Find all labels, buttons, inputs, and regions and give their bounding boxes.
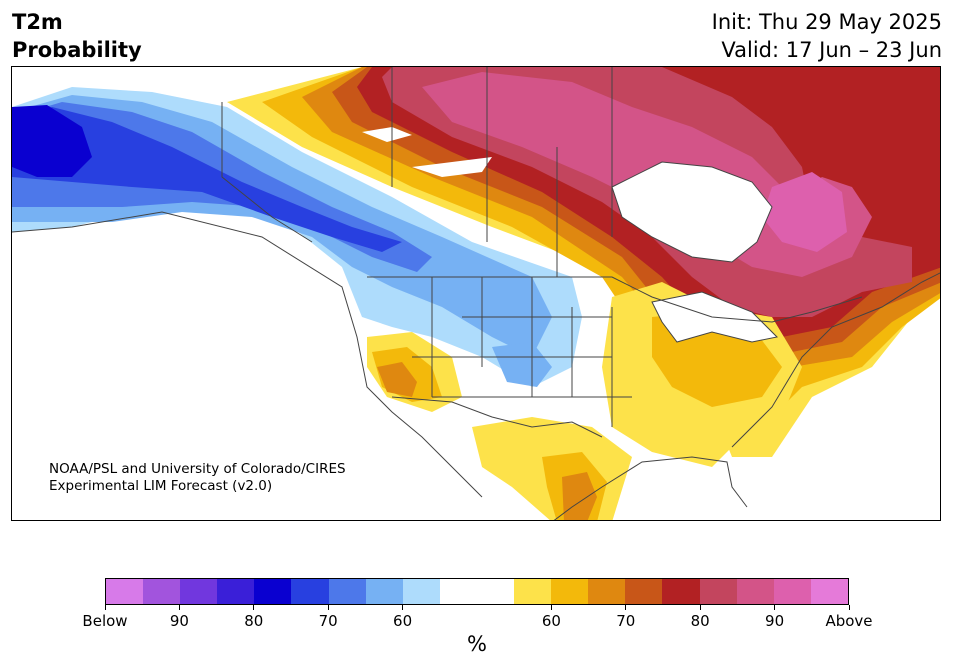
title-variable: T2m: [12, 10, 63, 34]
colorbar-segment: [365, 579, 403, 604]
colorbar-tick-label: 70: [318, 612, 338, 630]
colorbar-tick-label: Above: [825, 612, 873, 630]
coastline-west: [12, 211, 483, 498]
hudson-bay: [611, 161, 773, 263]
colorbar-segment: [254, 579, 292, 604]
colorbar-segment: [328, 579, 366, 604]
colorbar-segment: [291, 579, 329, 604]
alaska-border: [221, 102, 313, 243]
colorbar-segment: [143, 579, 181, 604]
colorbar-segment: [514, 579, 552, 604]
us-canada-border: [367, 276, 863, 323]
great-bear-lake: [362, 127, 412, 142]
colorbar-segment: [551, 579, 589, 604]
colorbar-segment: [662, 579, 700, 604]
colorbar-tick: [625, 605, 627, 610]
colorbar-tick: [402, 605, 404, 610]
mexico-border: [391, 396, 603, 438]
coastline-gulf: [553, 456, 748, 520]
colorbar-segment: [180, 579, 218, 604]
colorbar-tick: [178, 605, 180, 610]
credit-line-1: NOAA/PSL and University of Colorado/CIRE…: [49, 461, 346, 477]
colorbar-tick: [774, 605, 776, 610]
coastline-east: [731, 272, 940, 448]
colorbar-tick-label: 80: [690, 612, 710, 630]
colorbar-tick: [253, 605, 255, 610]
colorbar-segment: [773, 579, 811, 604]
init-date: Init: Thu 29 May 2025: [711, 10, 942, 34]
colorbar-tick-label: 90: [169, 612, 189, 630]
us-states-grid: [412, 277, 632, 427]
colorbar-tick: [327, 605, 329, 610]
colorbar-segment: [699, 579, 737, 604]
colorbar-tick: [550, 605, 552, 610]
forecast-header: Init: Thu 29 May 2025 Valid: 17 Jun – 23…: [712, 8, 942, 64]
great-slave-lake: [412, 157, 492, 177]
colorbar-tick-label: 60: [393, 612, 413, 630]
canada-provinces: [391, 67, 613, 277]
colorbar-segment: [106, 579, 144, 604]
title-type: Probability: [12, 38, 142, 62]
probability-map: [11, 66, 941, 521]
colorbar-tick-label: 80: [244, 612, 264, 630]
map-svg: [12, 67, 940, 520]
colorbar-unit: %: [467, 632, 487, 656]
credit-text: NOAA/PSL and University of Colorado/CIRE…: [49, 461, 346, 495]
colorbar-segment: [439, 579, 477, 604]
colorbar-tick: [104, 605, 106, 610]
cold-region-band4: [12, 107, 402, 252]
cold-region-core: [12, 105, 92, 177]
cold-region-patch-central: [492, 342, 552, 387]
colorbar-segment: [588, 579, 626, 604]
colorbar-segment: [625, 579, 663, 604]
colorbar: [105, 578, 849, 605]
warm-region-canada-peak: [762, 172, 847, 252]
colorbar-segment: [476, 579, 515, 604]
colorbar-tick: [699, 605, 701, 610]
valid-range: Valid: 17 Jun – 23 Jun: [721, 38, 942, 62]
colorbar-tick: [848, 605, 850, 610]
colorbar-tick-label: Below: [82, 612, 128, 630]
warm-region-southwest-core: [377, 362, 417, 397]
colorbar-segment: [736, 579, 774, 604]
colorbar-segment: [810, 579, 848, 604]
colorbar-tick-label: 90: [765, 612, 785, 630]
political-borders: [12, 67, 940, 520]
chart-title: T2m Probability: [12, 8, 142, 64]
colorbar-segment: [402, 579, 440, 604]
credit-line-2: Experimental LIM Forecast (v2.0): [49, 478, 273, 494]
colorbar-tick-label: 60: [541, 612, 561, 630]
colorbar-tick-label: 70: [616, 612, 636, 630]
colorbar-segment: [217, 579, 255, 604]
